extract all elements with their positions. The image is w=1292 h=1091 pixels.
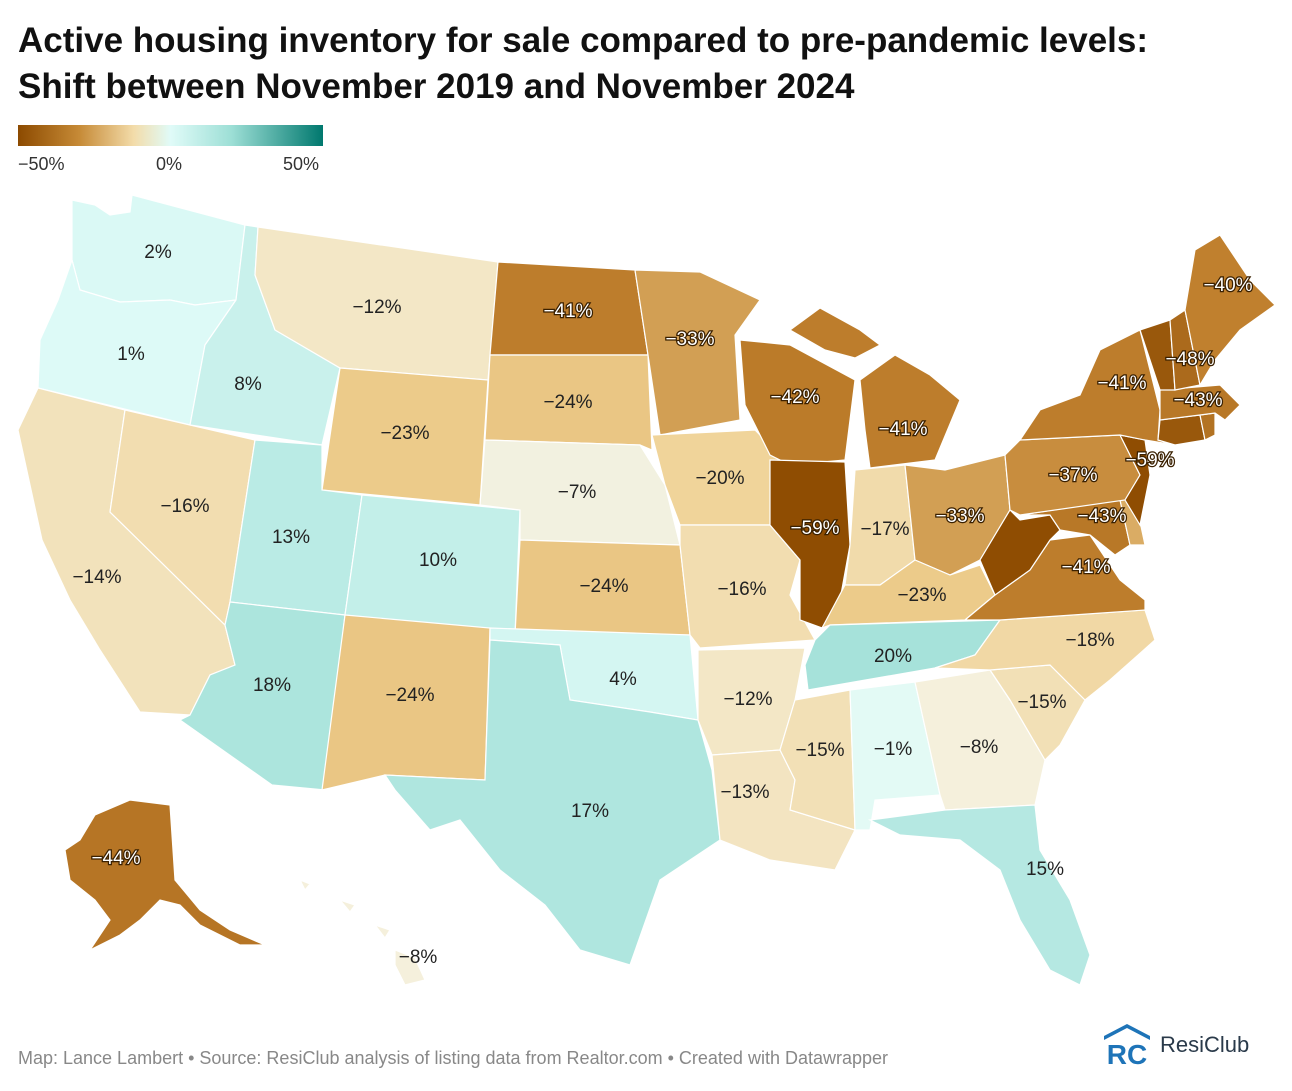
color-legend: −50% 0% 50%: [18, 125, 323, 174]
state-label-IN: −17%: [860, 519, 909, 540]
state-label-MA: −43%: [1173, 390, 1222, 411]
state-label-AK: −44%: [91, 848, 140, 869]
state-label-IA: −20%: [695, 468, 744, 489]
state-label-NV: −16%: [160, 496, 209, 517]
title-line-2: Shift between November 2019 and November…: [18, 67, 855, 106]
state-label-SC: −15%: [1017, 692, 1066, 713]
state-label-KY: −23%: [897, 585, 946, 606]
title-line-1: Active housing inventory for sale compar…: [18, 21, 1149, 60]
state-label-GA: −8%: [960, 737, 999, 758]
state-TX: [383, 639, 721, 966]
state-label-WY: −23%: [380, 423, 429, 444]
logo-text: ResiClub: [1160, 1032, 1250, 1057]
state-label-TX: 17%: [571, 801, 609, 822]
state-label-MO: −16%: [717, 579, 766, 600]
state-label-NC: −18%: [1065, 630, 1114, 651]
state-label-MI: −41%: [878, 419, 927, 440]
state-label-WI: −42%: [770, 387, 819, 408]
state-label-WA: 2%: [144, 242, 172, 263]
state-HI: [298, 878, 426, 986]
state-label-AL: −1%: [874, 739, 913, 760]
resiclub-logo: RC ResiClub: [1098, 1020, 1249, 1070]
state-label-TN: 20%: [874, 646, 912, 667]
logo-mark-text: RC: [1107, 1039, 1147, 1070]
state-label-NY: −41%: [1097, 373, 1146, 394]
state-MN: [634, 269, 761, 436]
state-label-MT: −12%: [352, 297, 401, 318]
state-label-NH: −48%: [1165, 349, 1214, 370]
state-label-NJ: −59%: [1125, 450, 1174, 471]
state-label-CO: 10%: [419, 550, 457, 571]
footer-credits: Map: Lance Lambert • Source: ResiClub an…: [18, 1048, 889, 1068]
state-ME: [1184, 234, 1276, 387]
state-label-MN: −33%: [665, 329, 714, 350]
state-label-ME: −40%: [1203, 275, 1252, 296]
state-label-OK: 4%: [609, 669, 637, 690]
state-label-IL: −59%: [790, 518, 839, 539]
legend-gradient-bar: [18, 125, 323, 146]
state-label-AR: −12%: [723, 689, 772, 710]
state-label-ID: 8%: [234, 374, 262, 395]
state-label-AZ: 18%: [253, 675, 291, 696]
state-MI: [788, 307, 961, 469]
chart-title: Active housing inventory for sale compar…: [18, 18, 1278, 110]
state-label-LA: −13%: [720, 782, 769, 803]
legend-tick-max: 50%: [283, 154, 320, 174]
state-label-MS: −15%: [795, 740, 844, 761]
state-label-CA: −14%: [72, 567, 121, 588]
state-label-NE: −7%: [558, 482, 597, 503]
state-label-PA: −37%: [1048, 465, 1097, 486]
legend-tick-mid: 0%: [156, 154, 183, 174]
state-label-OH: −33%: [935, 506, 984, 527]
state-label-ND: −41%: [543, 301, 592, 322]
state-label-MD: −43%: [1077, 506, 1126, 527]
state-AK: [64, 799, 266, 952]
state-label-HI: −8%: [399, 947, 438, 968]
state-label-UT: 13%: [272, 527, 310, 548]
state-label-KS: −24%: [579, 576, 628, 597]
state-label-SD: −24%: [543, 392, 592, 413]
state-label-OR: 1%: [117, 344, 145, 365]
state-label-FL: 15%: [1026, 859, 1064, 880]
state-label-NM: −24%: [385, 685, 434, 706]
state-MA: [1159, 384, 1241, 421]
resiclub-logo-mark: RC: [1104, 1024, 1150, 1070]
state-SD: [484, 354, 653, 451]
state-FL: [867, 804, 1091, 986]
state-label-VA: −41%: [1061, 557, 1110, 578]
legend-tick-min: −50%: [18, 154, 65, 174]
